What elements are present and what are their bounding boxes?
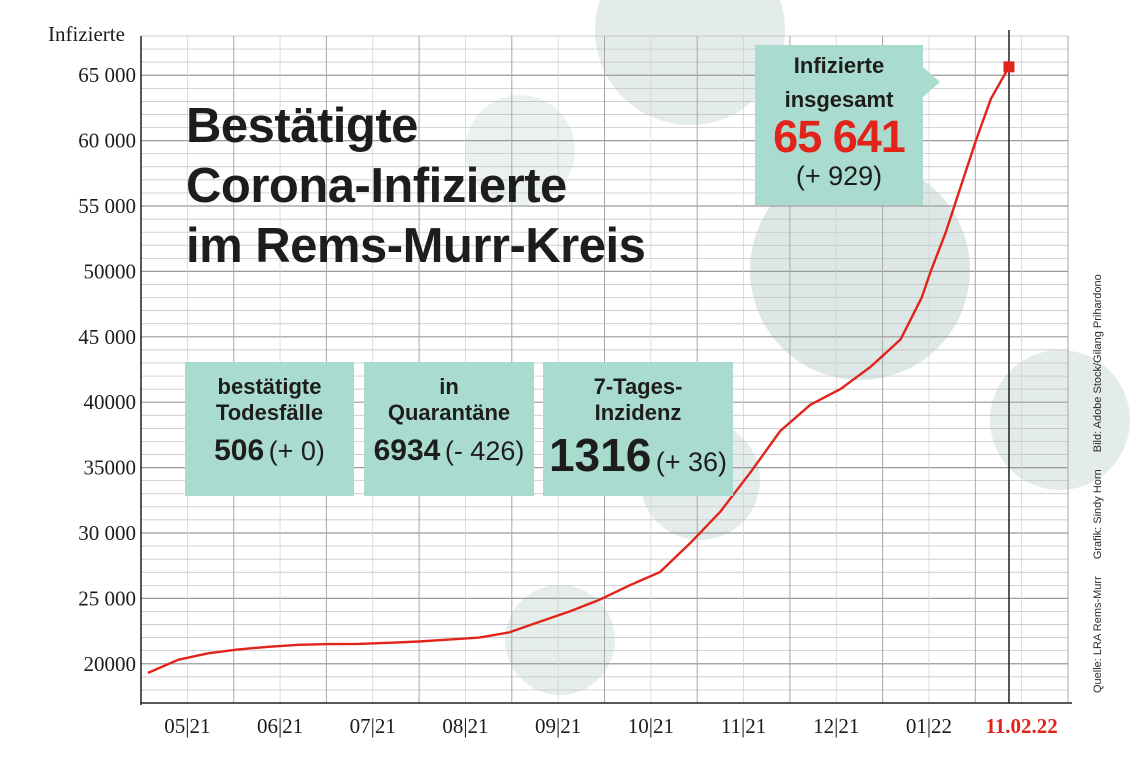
credit-image: Bild: Adobe Stock/Gilang Prihardono <box>1092 274 1104 453</box>
y-tick-label: 50000 <box>84 259 137 283</box>
incidence-change: (+ 36) <box>655 447 728 477</box>
x-tick-label: 07|21 <box>350 714 396 738</box>
title-line-2: Corona-Infizierte <box>186 159 567 213</box>
total-label-2: insgesamt <box>784 87 894 112</box>
deaths-label-1: bestätigte <box>217 374 322 399</box>
quarantine-value: 6934 <box>373 434 441 467</box>
x-tick-label: 05|21 <box>164 714 210 738</box>
y-tick-label: 65 000 <box>78 63 136 87</box>
x-tick-label: 11|21 <box>721 714 766 738</box>
deaths-label-2: Todesfälle <box>215 400 324 425</box>
background-virus-illustration <box>465 0 1130 695</box>
quarantine-label-1: in <box>439 374 459 399</box>
y-tick-label: 45 000 <box>78 325 136 349</box>
deaths-info-box: bestätigte Todesfälle 506 (+ 0) <box>185 362 354 496</box>
x-tick-label-current-date: 11.02.22 <box>985 714 1057 738</box>
y-tick-label: 25 000 <box>78 586 136 610</box>
y-tick-label: 30 000 <box>78 521 136 545</box>
total-label-1: Infizierte <box>793 53 885 78</box>
x-axis-tick-labels: 05|21 06|21 07|21 08|21 09|21 10|21 11|21 12|21… <box>164 714 1058 738</box>
quarantine-change: (- 426) <box>444 436 525 466</box>
quarantine-info-box: in Quarantäne 6934 (- 426) <box>364 362 534 496</box>
title-line-3: im Rems-Murr-Kreis <box>186 219 646 273</box>
incidence-value-row: 1316 (+ 36) <box>543 428 733 482</box>
x-tick-label: 01|22 <box>906 714 952 738</box>
y-tick-label: 55 000 <box>78 194 136 218</box>
y-tick-label: 20000 <box>84 652 137 676</box>
credit-graphic: Grafik: Sindy Horn <box>1092 469 1104 560</box>
deaths-value-row: 506 (+ 0) <box>185 434 354 468</box>
x-tick-label: 10|21 <box>628 714 674 738</box>
y-axis-label: Infizierte <box>48 22 125 46</box>
quarantine-value-row: 6934 (- 426) <box>364 434 534 468</box>
credits: Quelle: LRA Rems-Murr Grafik: Sindy Horn… <box>1092 260 1104 693</box>
x-tick-label: 09|21 <box>535 714 581 738</box>
total-value: 65 641 <box>773 111 906 162</box>
series-group <box>147 61 1015 675</box>
x-tick-label: 12|21 <box>813 714 859 738</box>
total-infected-box: Infizierte insgesamt 65 641 (+ 929) <box>755 45 923 205</box>
quarantine-label-2: Quarantäne <box>387 400 511 425</box>
incidence-value: 1316 <box>548 429 652 481</box>
x-tick-label: 06|21 <box>257 714 303 738</box>
y-tick-label: 60 000 <box>78 129 136 153</box>
y-tick-label: 40000 <box>84 390 137 414</box>
credit-source: Quelle: LRA Rems-Murr <box>1092 576 1104 693</box>
total-box-pointer-arrow <box>923 67 940 97</box>
title-line-1: Bestätigte <box>186 99 418 153</box>
y-axis-tick-labels: 20000 25 000 30 000 35000 40000 45 000 50000 55… <box>78 63 136 676</box>
deaths-change: (+ 0) <box>268 436 325 466</box>
incidence-label-2: Inzidenz <box>594 400 682 425</box>
incidence-info-box: 7-Tages- Inzidenz 1316 (+ 36) <box>543 362 733 496</box>
total-change: (+ 929) <box>795 161 883 191</box>
deaths-value: 506 <box>214 434 265 467</box>
incidence-label-1: 7-Tages- <box>593 374 683 399</box>
series-end-marker <box>1003 61 1015 73</box>
series-line-infizierte <box>147 66 1011 675</box>
y-tick-label: 35000 <box>84 456 137 480</box>
x-tick-label: 08|21 <box>442 714 488 738</box>
chart-title: Bestätigte Corona-Infizierte im Rems-Mur… <box>186 96 646 276</box>
